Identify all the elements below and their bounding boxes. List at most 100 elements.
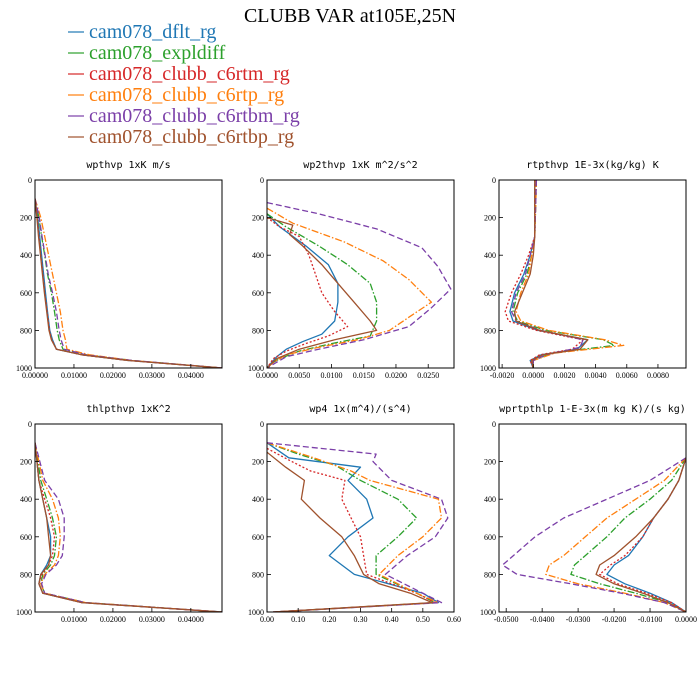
legend-entry: cam078_clubb_c6rtp_rg bbox=[89, 84, 284, 106]
legend: cam078_dflt_rgcam078_expldiffcam078_club… bbox=[68, 21, 300, 148]
panel-3: rtpthvp 1E-3x(kg/kg) K 0 200 400 600 800 1000-… bbox=[480, 160, 687, 380]
panel-2: wp2thvp 1xK m^2/s^2020040060080010000.00… bbox=[248, 160, 455, 380]
series-line-4 bbox=[35, 442, 222, 612]
y-tick-label: 800 bbox=[252, 570, 264, 579]
legend-entry: cam078_clubb_c6rtbm_rg bbox=[89, 105, 300, 127]
y-tick-label: 600 bbox=[252, 289, 264, 298]
y-tick-label: 200 bbox=[252, 458, 264, 467]
series-line-4 bbox=[267, 442, 443, 612]
x-tick-label: 0.03000 bbox=[139, 615, 165, 624]
series-line-3 bbox=[35, 198, 222, 368]
panel-title: wp2thvp 1xK m^2/s^2 bbox=[303, 160, 417, 171]
y-tick-label: 800 bbox=[484, 326, 496, 335]
series-line-4 bbox=[35, 198, 222, 368]
series-line-4 bbox=[545, 457, 686, 612]
series-line-5 bbox=[267, 442, 449, 612]
y-tick-label: 800 bbox=[20, 570, 32, 579]
series-line-1 bbox=[509, 180, 589, 368]
x-tick-label: -0.0400 bbox=[530, 615, 555, 624]
x-tick-label: 0.0000 bbox=[522, 371, 544, 380]
series-line-5 bbox=[501, 457, 686, 612]
series-line-1 bbox=[35, 442, 222, 612]
y-tick-label: 600 bbox=[484, 533, 496, 542]
x-tick-label: 0.0060 bbox=[616, 371, 638, 380]
series-line-2 bbox=[35, 442, 222, 612]
x-tick-label: 0.01000 bbox=[61, 615, 87, 624]
plot-frame bbox=[498, 179, 687, 369]
x-tick-label: 0.0040 bbox=[585, 371, 607, 380]
series-line-5 bbox=[35, 442, 222, 612]
y-tick-label: 1000 bbox=[480, 364, 496, 373]
y-tick-label: 0 bbox=[260, 420, 264, 429]
y-tick-label: 1000 bbox=[16, 608, 32, 617]
y-tick-label: 400 bbox=[484, 251, 496, 260]
y-tick-label: 200 bbox=[20, 458, 32, 467]
series-line-5 bbox=[35, 198, 222, 368]
series-line-3 bbox=[599, 457, 686, 612]
y-tick-label: 800 bbox=[20, 326, 32, 335]
y-tick-label: 600 bbox=[484, 289, 496, 298]
series-line-3 bbox=[267, 447, 436, 612]
series-line-6 bbox=[595, 457, 686, 612]
panel-4: thlpthvp 1xK^2 0 200 400 600 800 1000 0.01000 0.… bbox=[16, 404, 223, 624]
x-tick-label: 0.0250 bbox=[417, 371, 439, 380]
y-tick-label: 600 bbox=[252, 533, 264, 542]
x-tick-label: 0.02000 bbox=[100, 615, 126, 624]
legend-entry: cam078_expldiff bbox=[89, 42, 226, 64]
series-line-5 bbox=[510, 180, 584, 368]
y-tick-label: 200 bbox=[252, 214, 264, 223]
x-tick-label: 0.0000 bbox=[256, 371, 278, 380]
y-tick-label: 200 bbox=[484, 458, 496, 467]
panel-title: wpthvp 1xK m/s bbox=[86, 160, 170, 171]
series-line-6 bbox=[513, 180, 589, 368]
y-tick-label: 800 bbox=[484, 570, 496, 579]
x-tick-label: -0.0300 bbox=[566, 615, 591, 624]
y-tick-label: 1000 bbox=[16, 364, 32, 373]
x-tick-label: 0.0200 bbox=[385, 371, 407, 380]
x-tick-label: 0.02000 bbox=[100, 371, 126, 380]
y-tick-label: 0 bbox=[28, 420, 32, 429]
plot-frame bbox=[34, 423, 223, 613]
y-tick-label: 400 bbox=[20, 495, 32, 504]
x-tick-label: 0.0050 bbox=[288, 371, 310, 380]
x-tick-label: 0.0150 bbox=[353, 371, 375, 380]
y-tick-label: 0 bbox=[28, 176, 32, 185]
legend-entry: cam078_clubb_c6rtm_rg bbox=[89, 63, 290, 85]
x-tick-label: 0.50 bbox=[416, 615, 430, 624]
series-line-5 bbox=[267, 201, 452, 368]
x-tick-label: 0.30 bbox=[354, 615, 368, 624]
x-tick-label: 0.20 bbox=[322, 615, 336, 624]
series-line-1 bbox=[267, 442, 440, 612]
series-line-4 bbox=[267, 207, 433, 368]
series-line-2 bbox=[512, 180, 615, 368]
x-tick-label: 0.0080 bbox=[647, 371, 669, 380]
y-tick-label: 0 bbox=[492, 176, 496, 185]
figure-title: CLUBB VAR at105E,25N bbox=[244, 5, 456, 27]
x-tick-label: 0.0100 bbox=[320, 371, 342, 380]
y-tick-label: 200 bbox=[20, 214, 32, 223]
panel-title: rtpthvp 1E-3x(kg/kg) K bbox=[526, 160, 658, 171]
x-tick-label: 0.0000 bbox=[675, 615, 697, 624]
y-tick-label: 0 bbox=[260, 176, 264, 185]
y-tick-label: 400 bbox=[252, 495, 264, 504]
series-line-4 bbox=[515, 180, 625, 368]
y-tick-label: 600 bbox=[20, 289, 32, 298]
panel-title: thlpthvp 1xK^2 bbox=[86, 404, 170, 415]
x-tick-label: 0.00 bbox=[260, 615, 274, 624]
x-tick-label: 0.03000 bbox=[139, 371, 165, 380]
x-tick-label: 0.0020 bbox=[553, 371, 575, 380]
series-line-1 bbox=[267, 213, 339, 368]
x-tick-label: -0.0100 bbox=[638, 615, 663, 624]
series-line-2 bbox=[267, 442, 436, 612]
x-tick-label: -0.0500 bbox=[494, 615, 519, 624]
y-tick-label: 400 bbox=[484, 495, 496, 504]
y-tick-label: 200 bbox=[484, 214, 496, 223]
series-line-3 bbox=[504, 180, 584, 368]
y-tick-label: 1000 bbox=[248, 364, 264, 373]
series-line-3 bbox=[267, 217, 349, 368]
series-line-6 bbox=[35, 442, 222, 612]
